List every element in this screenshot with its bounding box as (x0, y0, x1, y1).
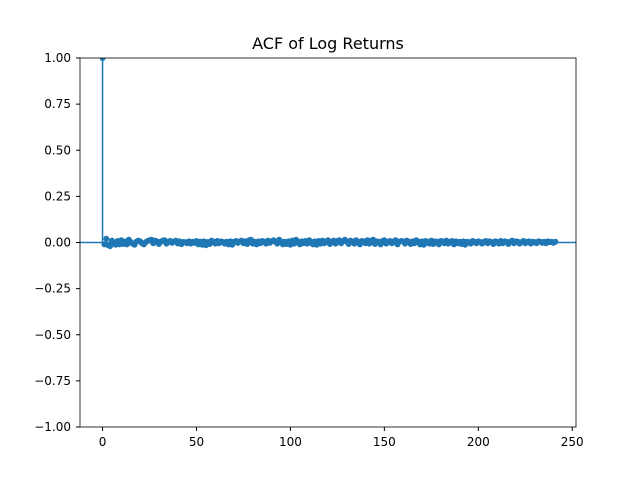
x-tick-label: 200 (467, 435, 490, 449)
y-tick-label: 0.25 (44, 189, 71, 203)
y-tick-label: −0.25 (34, 282, 71, 296)
stem-marker (103, 235, 110, 242)
y-tick-label: −0.50 (34, 328, 71, 342)
plot-area (80, 58, 576, 250)
y-tick-label: 0.50 (44, 143, 71, 157)
chart-title: ACF of Log Returns (252, 34, 404, 53)
stem-marker (99, 58, 106, 61)
series-group (80, 58, 576, 250)
x-tick-label: 150 (373, 435, 396, 449)
stem-marker (552, 238, 559, 245)
y-tick-label: −1.00 (34, 420, 71, 434)
y-tick-label: 1.00 (44, 51, 71, 65)
axes: 0 50 100 150 200 250 −1.00 −0.75 −0.50 −0.25 0.00 0… (34, 51, 583, 449)
y-tick-label: −0.75 (34, 374, 71, 388)
x-tick-label: 0 (99, 435, 107, 449)
y-tick-label: 0.75 (44, 97, 71, 111)
x-tick-label: 50 (189, 435, 204, 449)
y-tick-label: 0.00 (44, 236, 71, 250)
x-tick-label: 100 (279, 435, 302, 449)
x-tick-label: 250 (561, 435, 584, 449)
